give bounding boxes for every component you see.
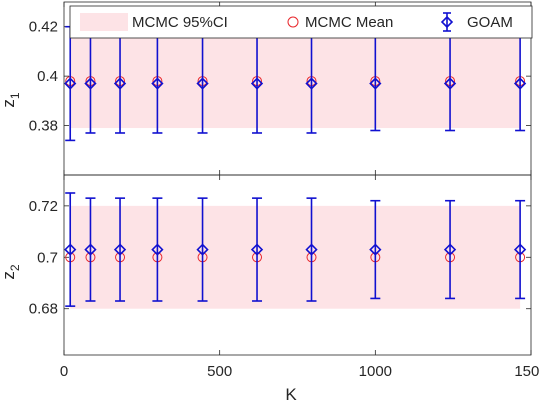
legend-mean-marker	[287, 16, 299, 28]
legend-ci-label: MCMC 95%CI	[132, 14, 228, 31]
ytick-label: 0.38	[29, 118, 58, 135]
goam-mean-point	[250, 243, 264, 256]
ytick-label: 0.4	[37, 68, 58, 85]
goam-mean-point	[196, 77, 209, 90]
ytick-label: 0.42	[29, 19, 58, 36]
goam-mean-point	[305, 243, 318, 256]
goam-mean-point	[250, 77, 264, 90]
goam-errorbar	[513, 199, 527, 300]
goam-errorbar	[84, 197, 97, 302]
goam-mean-point	[369, 243, 382, 256]
ytick-label: 0.72	[29, 198, 58, 215]
goam-mean-point	[369, 77, 382, 90]
panel-z2: 0.68 0.7 0.72 0 500 1000 1500	[29, 174, 540, 380]
legend-goam-marker	[440, 12, 454, 32]
goam-errorbar	[64, 192, 77, 307]
xtick-label: 1000	[359, 363, 392, 380]
ylabel-z1-main: z	[0, 99, 18, 108]
goam-mean-point	[151, 243, 164, 256]
goam-errorbar	[443, 199, 457, 300]
legend-goam-label: GOAM	[467, 14, 513, 31]
goam-mean-point	[113, 243, 127, 256]
legend-ci-swatch	[80, 13, 128, 31]
goam-errorbar	[113, 197, 127, 302]
xlabel: K	[285, 385, 297, 404]
legend-box	[69, 5, 533, 39]
ytick-label: 0.68	[29, 301, 58, 318]
xtick-label: 500	[207, 363, 232, 380]
goam-errorbar	[369, 199, 382, 300]
goam-mean-point	[84, 243, 97, 256]
svg-text:z2: z2	[0, 264, 22, 280]
panel-z1: 0.38 0.4 0.42	[29, 1, 532, 176]
ylabel-z2-sub: 2	[8, 264, 22, 271]
svg-text:z1: z1	[0, 92, 22, 108]
goam-mean-point	[113, 77, 127, 90]
ylabel-z1-sub: 1	[8, 92, 22, 99]
goam-mean-point	[443, 77, 457, 90]
goam-mean-point	[305, 77, 318, 90]
legend-goam-diamond	[440, 15, 454, 29]
axes-frame	[63, 174, 532, 356]
legend: MCMC 95%CI MCMC Mean GOAM	[69, 5, 533, 39]
xtick-label: 0	[60, 363, 68, 380]
ytick-label: 0.7	[37, 249, 58, 266]
goam-errorbar	[151, 197, 164, 302]
goam-mean-point	[196, 243, 209, 256]
goam-mean-point	[84, 77, 97, 90]
goam-mean-point	[64, 243, 77, 256]
goam-mean-point	[443, 243, 457, 256]
ci-band	[70, 205, 521, 309]
goam-errorbar	[196, 197, 209, 302]
goam-mean-point	[151, 77, 164, 90]
xtick-label: 1500	[514, 363, 540, 380]
ci-band	[70, 31, 521, 129]
goam-errorbar	[250, 197, 264, 302]
goam-mean-point	[64, 77, 77, 90]
ylabel-z2-main: z	[0, 271, 18, 280]
ylabel-z1: z1	[0, 92, 22, 108]
goam-mean-point	[513, 77, 527, 90]
ylabel-z2: z2	[0, 264, 22, 280]
goam-errorbar	[305, 197, 318, 302]
goam-mean-point	[513, 243, 527, 256]
legend-mean-label: MCMC Mean	[305, 14, 393, 31]
